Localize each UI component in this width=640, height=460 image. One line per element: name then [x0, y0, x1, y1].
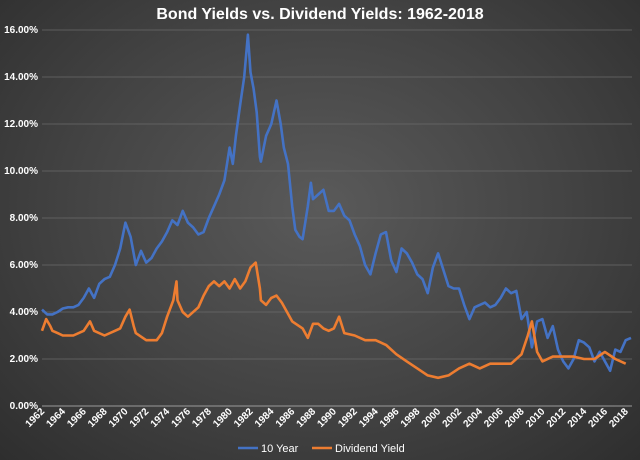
y-axis: 0.00% 2.00% 4.00% 6.00% 8.00% 10.00% 12.00% 14.…: [4, 25, 38, 412]
x-tick-label: 1968: [86, 406, 110, 430]
x-tick-label: 2018: [607, 406, 631, 430]
x-tick-label: 2006: [482, 406, 506, 430]
series-line: [40, 261, 627, 380]
legend-label: 10 Year: [261, 443, 299, 455]
x-tick-label: 1980: [211, 406, 235, 430]
x-tick-label: 1996: [378, 406, 402, 430]
x-tick-label: 1972: [128, 406, 152, 430]
x-tick-label: 2010: [524, 406, 548, 430]
x-tick-label: 1990: [315, 406, 339, 430]
x-tick-label: 2000: [420, 406, 444, 430]
y-tick-label: 14.00%: [4, 72, 38, 83]
y-tick-label: 12.00%: [4, 119, 38, 130]
y-tick-label: 2.00%: [10, 354, 38, 365]
x-tick-label: 2016: [587, 406, 611, 430]
y-tick-label: 4.00%: [10, 307, 38, 318]
y-tick-label: 6.00%: [10, 260, 38, 271]
x-tick-label: 2004: [461, 406, 485, 430]
x-axis: 1962196419661968197019721974197619781980…: [24, 405, 632, 430]
x-tick-label: 1984: [253, 406, 277, 430]
legend-label: Dividend Yield: [335, 443, 405, 455]
x-tick-label: 1974: [149, 406, 173, 430]
chart-title: Bond Yields vs. Dividend Yields: 1962-20…: [156, 6, 484, 23]
x-tick-label: 1978: [190, 406, 214, 430]
x-tick-label: 1992: [336, 406, 360, 430]
x-tick-label: 1998: [399, 406, 423, 430]
x-tick-label: 1982: [232, 406, 256, 430]
x-tick-label: 1966: [65, 406, 89, 430]
x-tick-label: 1994: [357, 406, 381, 430]
x-tick-label: 2008: [503, 406, 527, 430]
legend: 10 Year Dividend Yield: [238, 443, 405, 455]
x-tick-label: 1964: [44, 406, 68, 430]
x-tick-label: 1970: [107, 406, 131, 430]
y-tick-label: 10.00%: [4, 166, 38, 177]
plot-area: [40, 33, 632, 380]
x-tick-label: 2014: [566, 406, 590, 430]
grid-layer: [42, 29, 632, 407]
y-tick-label: 0.00%: [10, 401, 38, 412]
x-tick-label: 2002: [441, 406, 465, 430]
x-tick-label: 2012: [545, 406, 569, 430]
x-tick-label: 1988: [295, 406, 319, 430]
x-tick-label: 1976: [170, 406, 194, 430]
y-tick-label: 16.00%: [4, 25, 38, 36]
y-tick-label: 8.00%: [10, 213, 38, 224]
x-tick-label: 1986: [274, 406, 298, 430]
series-line: [41, 33, 632, 373]
